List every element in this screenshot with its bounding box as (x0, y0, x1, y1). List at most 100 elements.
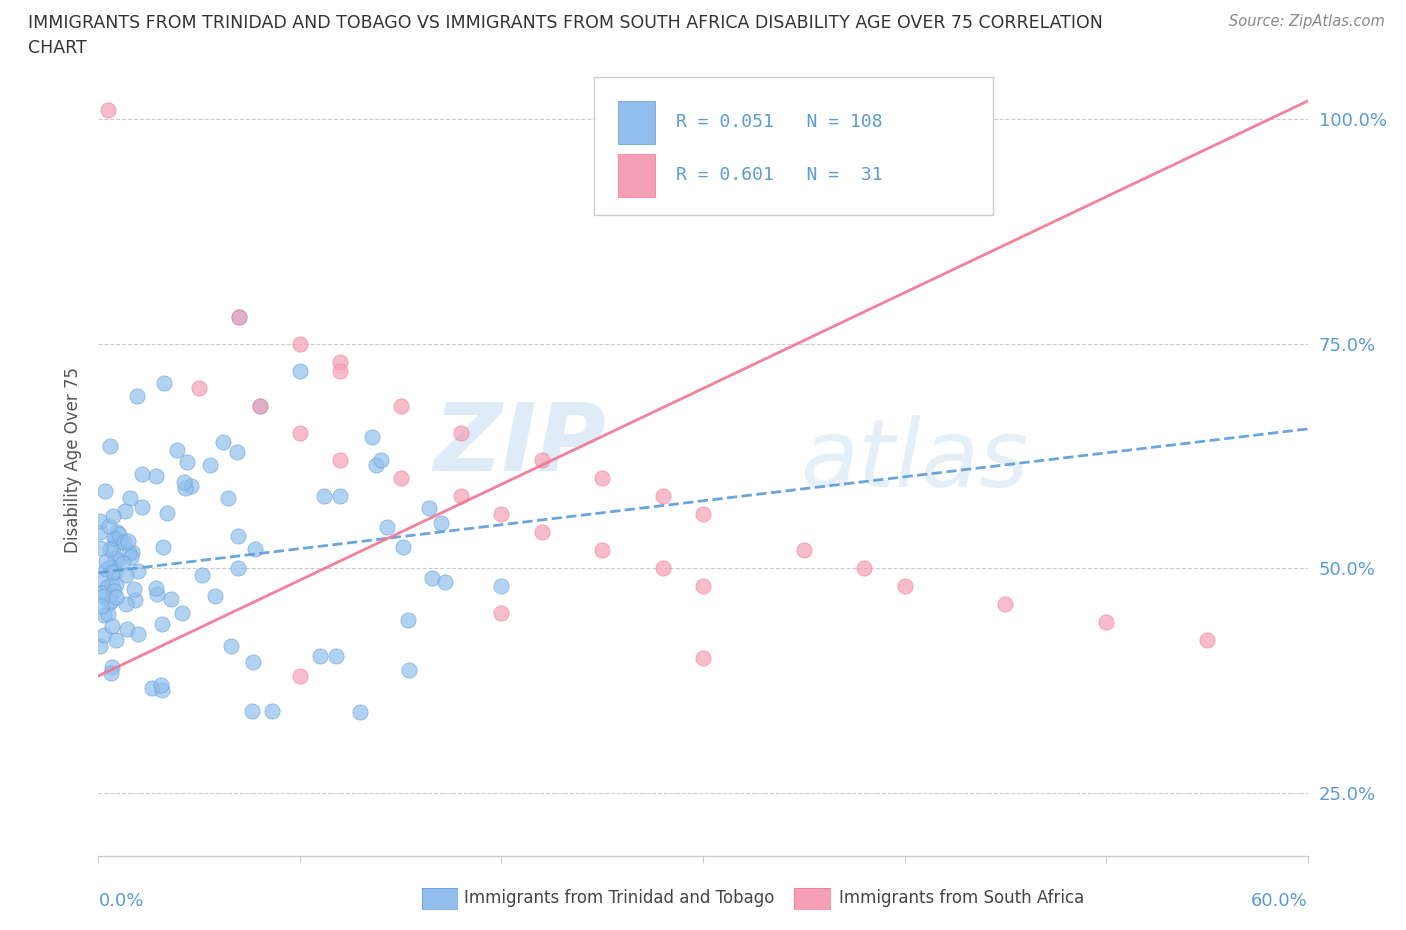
Point (420, 570, 443, 585)
Point (308, 649, 330, 664)
Text: CHART: CHART (28, 39, 87, 57)
FancyBboxPatch shape (595, 77, 993, 216)
Point (329, 354, 352, 369)
Point (180, 478, 202, 493)
Point (112, 535, 135, 550)
Point (198, 458, 221, 472)
Point (398, 662, 420, 677)
Point (101, 565, 124, 579)
Point (104, 551, 127, 565)
Point (450, 426, 472, 441)
Point (90, 599, 112, 614)
Point (124, 592, 146, 607)
Text: Immigrants from South Africa: Immigrants from South Africa (839, 889, 1084, 908)
Point (127, 626, 149, 641)
Point (118, 491, 141, 506)
Point (115, 597, 138, 612)
Point (94, 562, 117, 577)
Point (100, 666, 122, 681)
Point (153, 376, 176, 391)
Point (360, 430, 382, 445)
Point (103, 509, 125, 524)
Point (166, 443, 188, 458)
Point (288, 669, 311, 684)
Point (107, 552, 129, 567)
Point (219, 639, 242, 654)
Point (98, 595, 121, 610)
Point (591, 471, 613, 485)
Point (191, 568, 214, 583)
Point (150, 617, 173, 631)
Point (260, 703, 283, 718)
Point (105, 590, 128, 604)
Point (90, 585, 112, 600)
Point (329, 363, 352, 378)
Point (150, 683, 173, 698)
Point (101, 659, 124, 674)
Point (174, 480, 197, 495)
Point (994, 597, 1017, 612)
Point (97, 102, 120, 117)
Text: Immigrants from Trinidad and Tobago: Immigrants from Trinidad and Tobago (464, 889, 775, 908)
Point (101, 540, 124, 555)
Point (491, 605, 513, 620)
Point (312, 489, 335, 504)
Point (131, 500, 153, 515)
Text: R = 0.051   N = 108: R = 0.051 N = 108 (676, 113, 883, 131)
Point (110, 535, 132, 550)
Point (160, 591, 183, 606)
Point (94, 484, 117, 498)
Point (240, 704, 263, 719)
Point (434, 575, 457, 590)
Point (389, 399, 412, 414)
Point (288, 426, 311, 441)
Point (228, 309, 250, 324)
Point (105, 525, 128, 539)
Point (145, 586, 167, 601)
Point (89, 571, 111, 586)
Point (120, 550, 142, 565)
Point (370, 453, 392, 468)
Point (204, 589, 226, 604)
Point (418, 500, 440, 515)
Point (98, 560, 121, 575)
Point (98, 541, 121, 556)
Point (288, 363, 311, 378)
Point (226, 528, 249, 543)
Point (853, 561, 876, 576)
Text: 0.0%: 0.0% (98, 892, 143, 910)
Point (249, 399, 271, 414)
Point (1095, 615, 1118, 630)
Point (325, 648, 347, 663)
Text: ZIP: ZIP (433, 399, 606, 490)
Point (96, 553, 118, 568)
Point (170, 605, 193, 620)
Text: Source: ZipAtlas.com: Source: ZipAtlas.com (1229, 14, 1385, 29)
Point (98, 439, 121, 454)
Point (430, 516, 453, 531)
Point (131, 467, 153, 482)
Point (349, 704, 371, 719)
Point (93, 607, 115, 622)
Point (217, 490, 239, 505)
Point (651, 561, 673, 576)
Point (141, 681, 163, 696)
Point (96, 579, 118, 594)
Point (149, 677, 172, 692)
Point (125, 389, 148, 404)
Point (100, 618, 122, 633)
Point (115, 567, 138, 582)
Point (111, 556, 134, 571)
Point (100, 594, 122, 609)
Point (89, 639, 111, 654)
Point (114, 504, 136, 519)
Point (103, 530, 125, 545)
Point (450, 489, 472, 504)
Point (893, 578, 915, 593)
Point (96, 606, 118, 621)
Point (288, 336, 311, 351)
Point (226, 445, 249, 459)
Point (329, 453, 352, 468)
Point (243, 541, 266, 556)
Point (226, 560, 249, 575)
